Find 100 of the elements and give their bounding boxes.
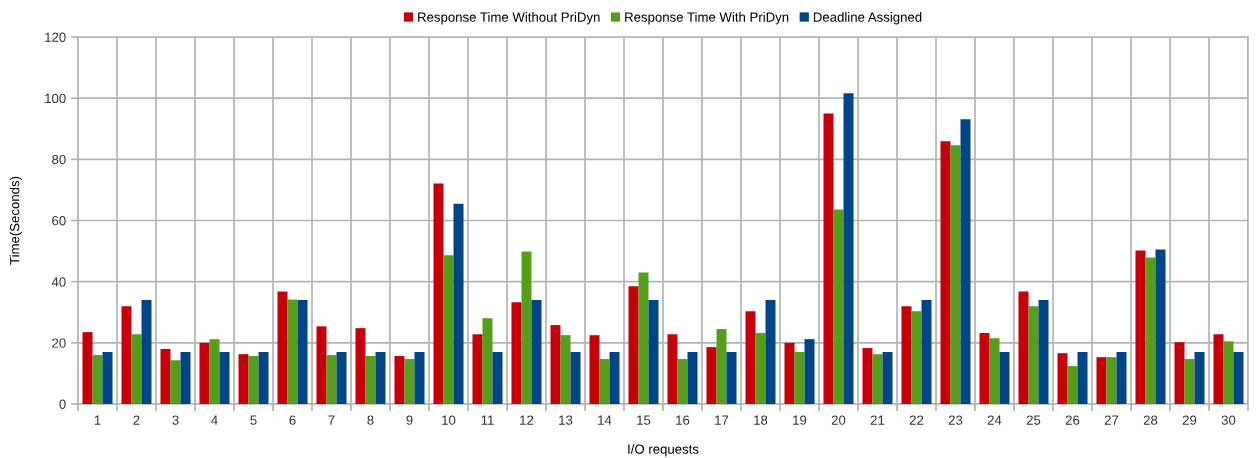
bar — [1057, 353, 1068, 404]
x-axis-title: I/O requests — [628, 444, 699, 457]
y-tick-label: 0 — [59, 399, 66, 409]
y-axis-title: Time(Seconds) — [9, 176, 22, 265]
bar — [1067, 366, 1078, 404]
bar — [1077, 352, 1088, 404]
bar — [560, 335, 571, 404]
x-tick-label: 12 — [520, 415, 534, 425]
bar — [862, 348, 873, 404]
x-tick-label: 13 — [559, 415, 573, 425]
y-tick-label: 120 — [45, 32, 66, 42]
bar — [277, 291, 288, 404]
x-tick-label: 18 — [754, 415, 768, 425]
bar — [745, 311, 756, 404]
bar — [687, 352, 698, 404]
x-tick-label: 6 — [289, 415, 296, 425]
y-tick-label: 60 — [52, 216, 66, 226]
bar — [950, 145, 961, 404]
bar — [82, 332, 93, 404]
bar — [765, 300, 776, 404]
bar — [979, 333, 990, 404]
x-tick-label: 1 — [94, 415, 101, 425]
bar — [1233, 352, 1244, 404]
bar — [170, 360, 181, 404]
x-tick-label: 8 — [367, 415, 374, 425]
legend-label: Deadline Assigned — [813, 12, 922, 25]
x-tick-label: 21 — [870, 415, 885, 425]
x-tick-label: 17 — [715, 415, 729, 425]
bar — [999, 352, 1010, 404]
bar — [102, 352, 113, 404]
bar — [219, 352, 230, 404]
bar — [1155, 249, 1166, 404]
bar — [911, 311, 922, 404]
bar — [326, 355, 337, 404]
x-tick-label: 10 — [442, 415, 456, 425]
x-tick-label: 14 — [598, 415, 612, 425]
bar — [726, 352, 737, 404]
bar — [394, 355, 405, 404]
bar — [804, 339, 815, 404]
bar — [1096, 357, 1107, 404]
bar — [706, 347, 717, 404]
bar — [755, 333, 766, 404]
bar — [872, 354, 883, 404]
bar — [1184, 359, 1195, 404]
bar — [287, 299, 298, 404]
legend-label: Response Time Without PriDyn — [418, 12, 600, 25]
x-tick-label: 30 — [1221, 415, 1236, 425]
x-tick-label: 11 — [481, 415, 494, 425]
bar — [1145, 257, 1156, 404]
bar — [121, 306, 132, 404]
x-tick-label: 16 — [676, 415, 690, 425]
bar — [92, 355, 103, 404]
bar — [648, 300, 659, 404]
bar — [336, 352, 347, 404]
x-tick-label: 19 — [793, 415, 807, 425]
bar — [1174, 342, 1185, 404]
x-tick-label: 3 — [172, 415, 179, 425]
x-tick-label: 4 — [211, 415, 218, 425]
bar — [258, 352, 269, 404]
bar — [355, 328, 366, 404]
bar — [1106, 357, 1117, 404]
bar — [199, 342, 210, 404]
bar — [433, 183, 444, 404]
bar — [960, 119, 971, 404]
bar — [482, 318, 493, 404]
bar — [492, 352, 503, 404]
bar — [160, 348, 171, 404]
bar — [521, 251, 532, 404]
x-tick-label: 28 — [1143, 415, 1158, 425]
bar — [638, 272, 649, 404]
bar — [667, 334, 678, 404]
bar — [511, 302, 522, 404]
x-tick-label: 5 — [250, 415, 257, 425]
x-tick-label: 2 — [133, 415, 140, 425]
bar — [843, 93, 854, 404]
bar — [1213, 334, 1224, 404]
bar — [921, 300, 932, 404]
bar — [882, 352, 893, 404]
bar — [365, 355, 376, 404]
bar — [589, 335, 600, 404]
bar — [1135, 250, 1146, 404]
bar — [248, 355, 259, 404]
bar — [570, 352, 581, 404]
bar — [375, 352, 386, 404]
x-tick-label: 23 — [948, 415, 963, 425]
bar — [550, 325, 561, 404]
x-tick-label: 25 — [1026, 415, 1041, 425]
x-tick-label: 29 — [1182, 415, 1197, 425]
bar — [823, 113, 834, 404]
bar — [784, 342, 795, 404]
bar — [1194, 352, 1205, 404]
x-tick-label: 27 — [1104, 415, 1119, 425]
bar — [316, 326, 327, 404]
bar — [716, 329, 727, 404]
bar — [1028, 306, 1039, 404]
x-tick-label: 20 — [831, 415, 846, 425]
bar — [209, 339, 220, 404]
bar — [238, 354, 249, 404]
x-tick-label: 24 — [987, 415, 1002, 425]
bar — [180, 352, 191, 404]
